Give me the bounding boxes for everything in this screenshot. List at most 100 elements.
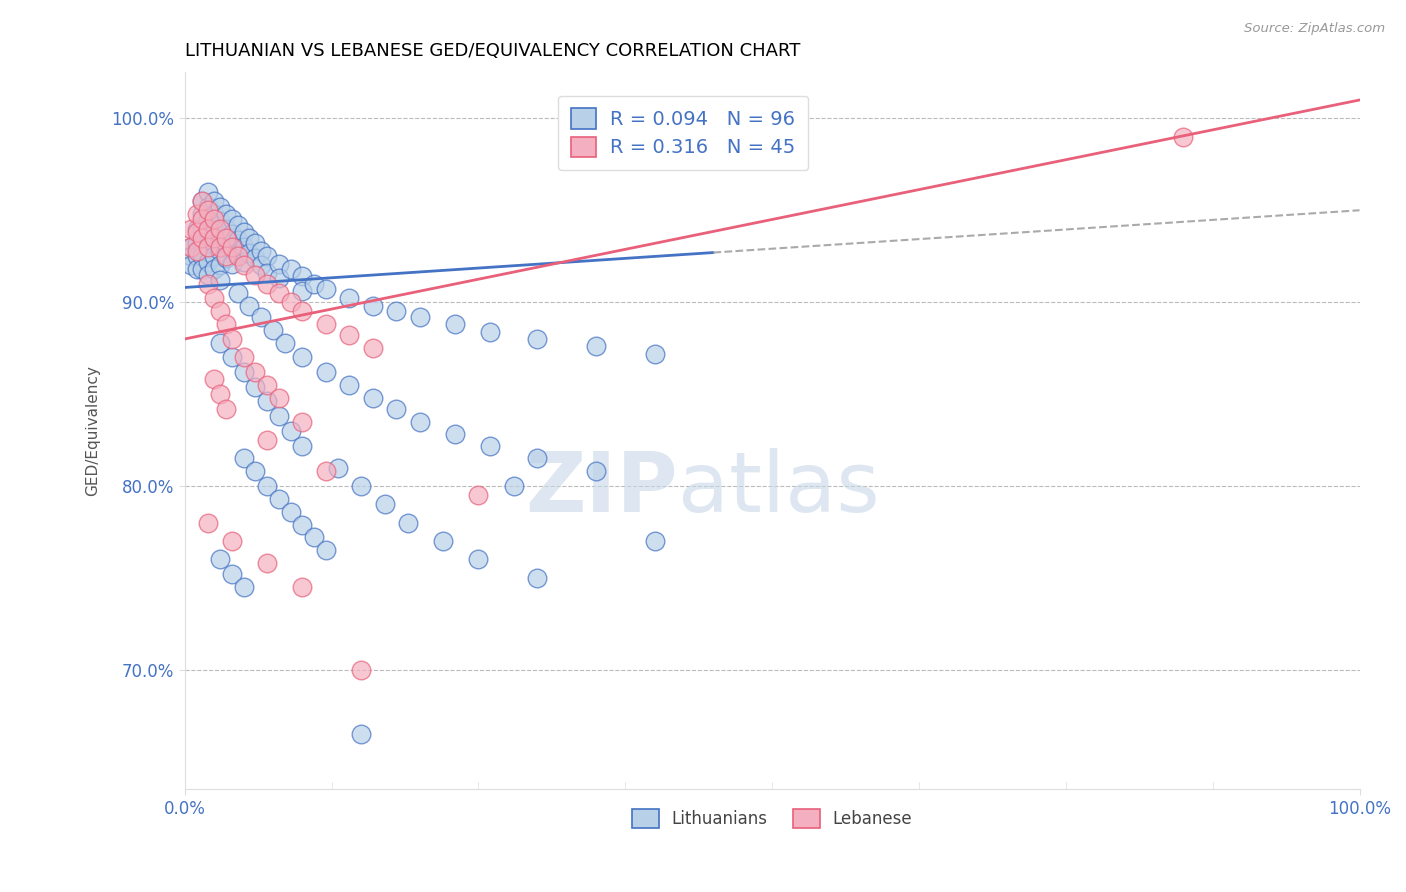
Point [191,249,214,263]
Point [291,415,314,429]
Point [280,505,302,519]
Point [186,236,208,251]
Point [250,259,273,273]
Point [337,377,360,392]
Point [291,351,314,365]
Point [291,517,314,532]
Point [202,372,225,386]
Point [186,262,208,277]
Point [385,304,408,318]
Point [526,451,548,466]
Text: ZIP: ZIP [526,448,678,529]
Point [256,377,278,392]
Point [256,249,278,263]
Point [197,268,219,282]
Point [291,304,314,318]
Point [238,245,260,260]
Point [280,295,302,310]
Point [209,244,232,258]
Point [267,256,290,270]
Point [337,328,360,343]
Point [209,240,232,254]
Point [585,339,607,353]
Point [202,207,225,221]
Point [180,221,202,235]
Point [232,240,254,254]
Point [245,251,267,265]
Point [226,233,249,247]
Point [226,218,249,232]
Point [186,207,208,221]
Point [267,285,290,300]
Point [215,249,238,263]
Point [315,282,337,296]
Point [221,240,243,254]
Point [238,231,260,245]
Y-axis label: GED/Equivalency: GED/Equivalency [86,366,100,496]
Point [215,231,238,245]
Point [444,317,467,331]
Point [202,236,225,251]
Text: LITHUANIAN VS LEBANESE GED/EQUIVALENCY CORRELATION CHART: LITHUANIAN VS LEBANESE GED/EQUIVALENCY C… [184,42,800,60]
Point [245,268,267,282]
Point [197,212,219,227]
Point [245,236,267,251]
Point [256,433,278,447]
Point [232,225,254,239]
Point [409,310,432,324]
Point [191,194,214,208]
Point [186,221,208,235]
Point [209,214,232,228]
Point [350,727,373,741]
Point [180,240,202,254]
Point [526,571,548,585]
Point [226,249,249,263]
Point [202,249,225,263]
Point [209,304,232,318]
Point [361,391,384,405]
Point [209,259,232,273]
Point [245,464,267,478]
Point [280,424,302,438]
Point [186,244,208,258]
Point [385,401,408,416]
Point [444,427,467,442]
Point [291,284,314,298]
Point [467,552,489,566]
Point [256,277,278,291]
Point [215,317,238,331]
Point [250,310,273,324]
Point [209,221,232,235]
Point [209,229,232,244]
Point [226,247,249,261]
Point [467,488,489,502]
Point [221,332,243,346]
Point [197,254,219,268]
Point [350,663,373,677]
Point [209,552,232,566]
Point [215,207,238,221]
Point [267,391,290,405]
Point [191,262,214,277]
Point [202,194,225,208]
Point [256,394,278,409]
Point [180,240,202,254]
Point [232,254,254,268]
Point [302,530,325,544]
Point [373,497,395,511]
Point [221,242,243,256]
Point [644,346,666,360]
Point [361,341,384,355]
Point [191,236,214,251]
Point [232,351,254,365]
Point [197,277,219,291]
Point [1173,129,1195,144]
Point [315,543,337,558]
Point [202,262,225,277]
Point [209,387,232,401]
Point [262,323,284,337]
Point [256,479,278,493]
Point [226,285,249,300]
Point [197,516,219,530]
Point [585,464,607,478]
